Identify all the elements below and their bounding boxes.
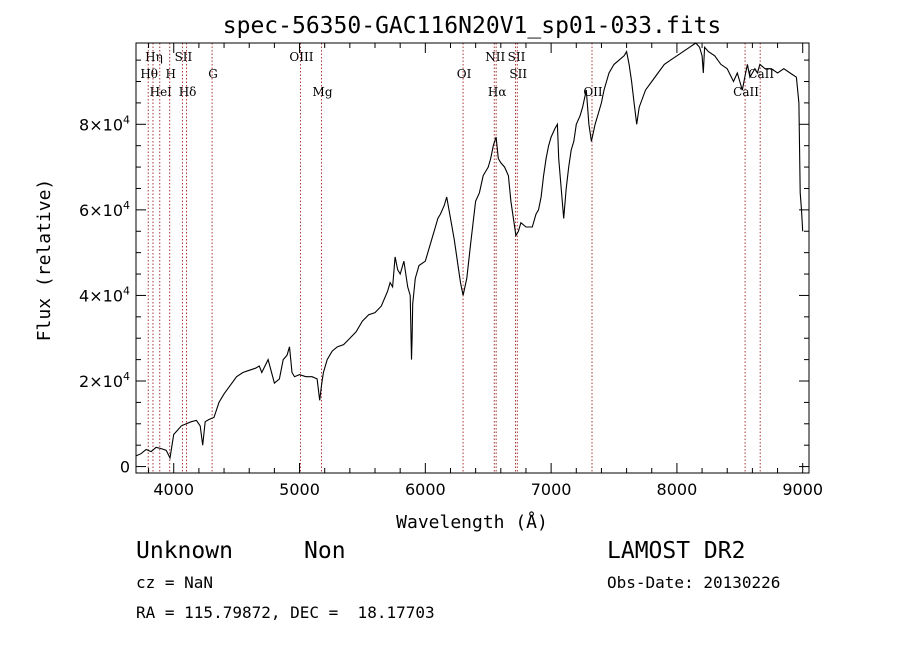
line-marker-label: NII — [485, 50, 505, 64]
y-axis-ticks: 0 2×104 4×104 6×104 8×104 — [79, 59, 809, 477]
y-tick-label: 8×104 — [79, 113, 130, 134]
x-tick-label: 6000 — [405, 480, 446, 499]
line-marker-label: CaII — [733, 85, 759, 99]
spectrum-line — [135, 42, 804, 460]
x-tick-label: 8000 — [657, 480, 698, 499]
line-marker-label: SII — [175, 50, 193, 64]
line-marker-label: HeI — [150, 85, 173, 99]
chart-title: spec-56350-GAC116N20V1_sp01-033.fits — [223, 13, 722, 39]
y-tick-label: 0 — [120, 458, 130, 477]
y-tick-label: 2×104 — [79, 370, 130, 391]
plot-frame — [135, 42, 810, 474]
x-tick-label: 5000 — [279, 480, 320, 499]
line-marker-label: SII — [508, 50, 526, 64]
line-marker-label: Hη — [145, 50, 163, 64]
observation-date: Obs-Date: 20130226 — [607, 573, 781, 592]
line-marker-label: Hα — [488, 85, 507, 99]
line-marker-label: OI — [457, 67, 472, 81]
x-tick-label: 7000 — [531, 480, 572, 499]
x-tick-label: 9000 — [782, 480, 823, 499]
line-marker-label: CaII — [748, 67, 774, 81]
ra-dec-coordinates: RA = 115.79872, DEC = 18.17703 — [136, 603, 435, 622]
line-marker-label: OII — [583, 85, 603, 99]
line-marker-label: H — [165, 67, 175, 81]
line-marker-label: Hθ — [140, 67, 158, 81]
y-tick-label: 4×104 — [79, 284, 130, 305]
redshift-cz: cz = NaN — [136, 573, 214, 592]
survey-name: LAMOST DR2 — [607, 538, 746, 564]
x-axis-ticks: 4000 5000 6000 7000 8000 9000 — [148, 43, 823, 499]
y-axis-label: Flux (relative) — [34, 179, 55, 342]
line-marker-label: OIII — [289, 50, 313, 64]
classification-subclass: Non — [304, 538, 346, 564]
x-tick-label: 4000 — [153, 480, 194, 499]
line-marker-label: G — [208, 67, 218, 81]
classification-class: Unknown — [136, 538, 233, 564]
y-tick-label: 6×104 — [79, 199, 130, 220]
line-marker-label: Mg — [313, 85, 333, 99]
line-marker-label: Hδ — [179, 85, 197, 99]
line-marker-label: SII — [509, 67, 527, 81]
x-axis-label: Wavelength (Å) — [396, 511, 548, 533]
